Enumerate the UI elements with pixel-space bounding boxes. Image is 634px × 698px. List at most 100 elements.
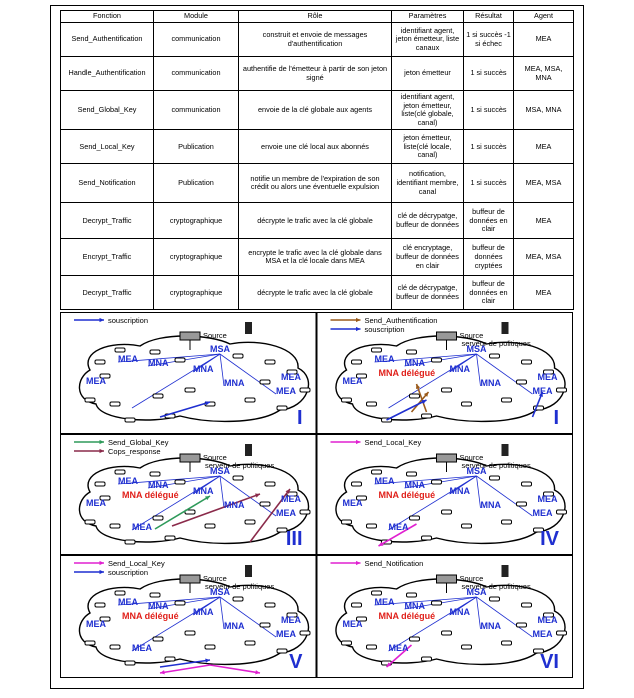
agent-label: MNA [193,364,214,374]
router [461,401,472,407]
router [259,622,271,628]
router [264,359,276,365]
agent-label: MSA [467,587,488,597]
message-arrow [159,659,211,668]
message-arrow [154,495,211,530]
agent-label: MNA [224,378,245,388]
router [109,523,121,529]
table-cell: Send_Global_Key [60,89,154,131]
legend-arrow-head [355,439,361,445]
link [117,475,221,485]
link [476,596,533,638]
agent-label: MNA [193,486,214,496]
router [244,397,256,403]
legend-label: souscription [365,325,405,334]
agent-label: MEA [375,354,396,364]
table-cell: décrypte le trafic avec la clé globale [238,202,392,240]
router [244,519,256,525]
router [441,387,452,393]
router [184,509,196,515]
router [366,523,377,529]
agent-label: MEA [533,508,554,518]
message-arrow-head [255,670,260,675]
table-cell: buffeur de données en clair [463,202,514,240]
agent-label: MEA [118,354,139,364]
router [174,357,186,363]
agent-label: MEA [343,376,364,386]
table-row: Send_Global_Key communication envoie de la… [60,89,574,131]
source-label: Source [203,331,227,340]
agent-label: MEA [281,494,302,504]
source-icon [436,574,457,584]
router [259,501,271,507]
diagram-grid: Source souscription MSA MEA MNA MEA MNA MNA MEA M… [60,312,573,678]
agent-label: MNA [450,364,471,374]
table-cell: 1 si succès [463,56,514,91]
table-cell: Send_Notification [60,163,154,204]
link [476,353,533,395]
agent-label: MEA [538,494,559,504]
table-row: Decrypt_Traffic cryptographique décrypte l… [60,275,574,311]
delegate-label: MNA délégué [379,368,436,378]
agent-label: MEA [281,372,302,382]
link [476,475,533,517]
router [421,656,432,662]
agent-label: MNA [405,480,426,490]
policy-server-icon [245,322,252,334]
panel-border [60,555,317,678]
router [264,602,276,608]
router [341,397,352,403]
message-arrow-head [415,384,421,389]
legend-label: Send_Notification [365,559,424,568]
router [371,590,382,596]
agent-label: MEA [389,522,410,532]
router [114,469,126,475]
router [351,359,362,365]
table-cell: Send_Authentification [60,22,154,57]
table-cell: envoie une clé local aux abonnés [238,129,392,165]
link [388,596,477,652]
column-header: Fonction [60,10,154,23]
router [99,373,111,379]
router [124,660,136,666]
link [374,353,477,363]
router [286,612,298,618]
message-arrow [159,664,211,674]
router [286,369,298,375]
router [84,519,96,525]
router [543,369,554,375]
router [351,602,362,608]
table-row: Send_Authentification communication constr… [60,22,574,57]
agent-label: MSA [467,344,488,354]
table-cell: communication [153,56,239,91]
table-cell: 1 si succès [463,129,514,165]
link [476,596,481,630]
table-cell: identifiant agent, jeton émetteur, liste… [391,89,464,131]
source-icon [436,453,457,463]
panel-border [316,312,573,434]
agent-label: MEA [86,498,107,508]
router [114,347,126,353]
message-arrow-head [285,489,290,494]
router [259,379,271,385]
policy-server-icon [245,565,252,577]
agent-label: MEA [343,619,364,629]
agent-label: MEA [375,476,396,486]
agent-label: MNA [224,621,245,631]
table-cell: notification, identifiant membre, canal [391,163,464,204]
router [516,379,527,385]
router [501,397,512,403]
table-row: Send_Notification Publication notifie un m… [60,163,574,204]
table-cell: jeton émetteur, liste(clé locale, canal) [391,129,464,165]
agent-label: MNA [481,621,502,631]
table-cell: buffeur de données en clair [463,275,514,311]
legend-arrow-head [355,317,361,323]
router [94,359,106,365]
router [441,630,452,636]
router [406,471,417,477]
link [219,475,225,509]
link [131,353,221,409]
message-arrow-head [205,658,210,663]
network-cloud [335,335,566,423]
